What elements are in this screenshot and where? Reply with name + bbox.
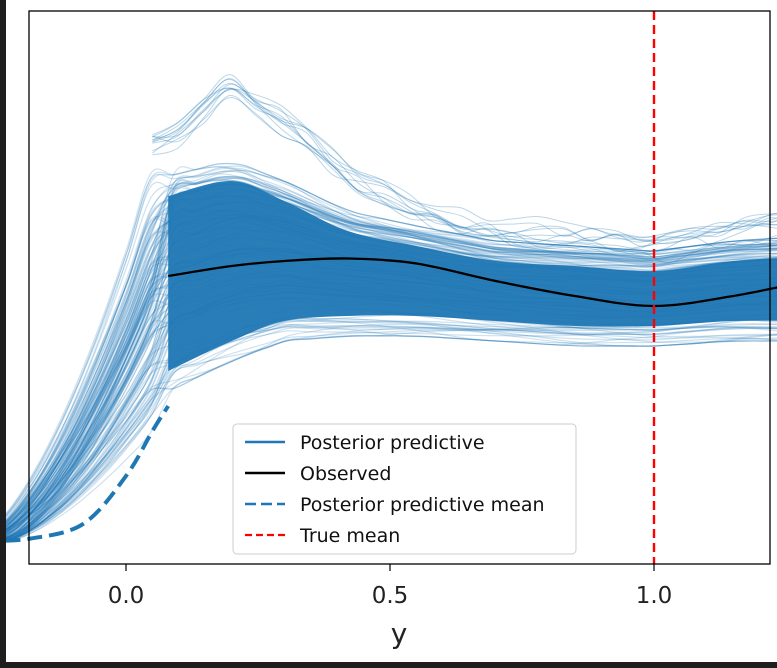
posterior-predictive-draw xyxy=(152,88,777,256)
posterior-predictive-mean-left xyxy=(6,404,170,543)
series-lines xyxy=(6,11,777,564)
legend-label: True mean xyxy=(299,525,400,547)
legend-box xyxy=(232,423,577,555)
posterior-predictive-draw xyxy=(6,335,777,531)
x-axis: 0.00.51.01.52.0 xyxy=(108,564,673,609)
posterior-predictive-draw xyxy=(152,82,777,256)
legend-label: Posterior predictive xyxy=(300,432,485,454)
posterior-predictive-draw xyxy=(152,78,777,247)
posterior-predictive-draw xyxy=(152,88,777,242)
x-tick-label: 0.0 xyxy=(108,583,145,609)
posterior-predictive-draw xyxy=(152,74,777,246)
posterior-predictive-draw xyxy=(152,97,777,243)
posterior-predictive-draw xyxy=(6,166,777,518)
posterior-predictive-draw xyxy=(6,323,777,531)
posterior-predictive-draw xyxy=(6,176,777,541)
posterior-predictive-draw xyxy=(152,87,777,264)
posterior-predictive-draw xyxy=(6,334,777,539)
posterior-predictive-draw xyxy=(152,78,777,241)
posterior-predictive-draw xyxy=(152,87,777,249)
legend-label: Observed xyxy=(300,463,391,485)
legend: Posterior predictive Observed Posterior pr… xyxy=(232,423,577,555)
x-tick-label: 0.5 xyxy=(372,583,409,609)
posterior-predictive-draw xyxy=(6,177,777,542)
posterior-predictive-draw xyxy=(6,318,777,541)
posterior-predictive-draw xyxy=(152,94,777,249)
posterior-predictive-draw xyxy=(152,87,777,242)
figure: 0.00.51.01.52.0 y Posterior predictiveOb… xyxy=(6,0,777,662)
posterior-predictive-draw xyxy=(6,167,777,537)
posterior-predictive-core xyxy=(168,180,777,371)
axes-frame xyxy=(28,10,771,565)
posterior-predictive-draw xyxy=(152,83,777,253)
chart: 0.00.51.01.52.0 y Posterior predictiveOb… xyxy=(6,10,777,650)
x-tick-label: 1.0 xyxy=(636,583,673,609)
posterior-predictive-draw xyxy=(6,326,777,540)
x-axis-label: y xyxy=(391,617,408,650)
posterior-predictive-draw xyxy=(6,179,777,532)
legend-label: Posterior predictive mean xyxy=(300,494,545,516)
